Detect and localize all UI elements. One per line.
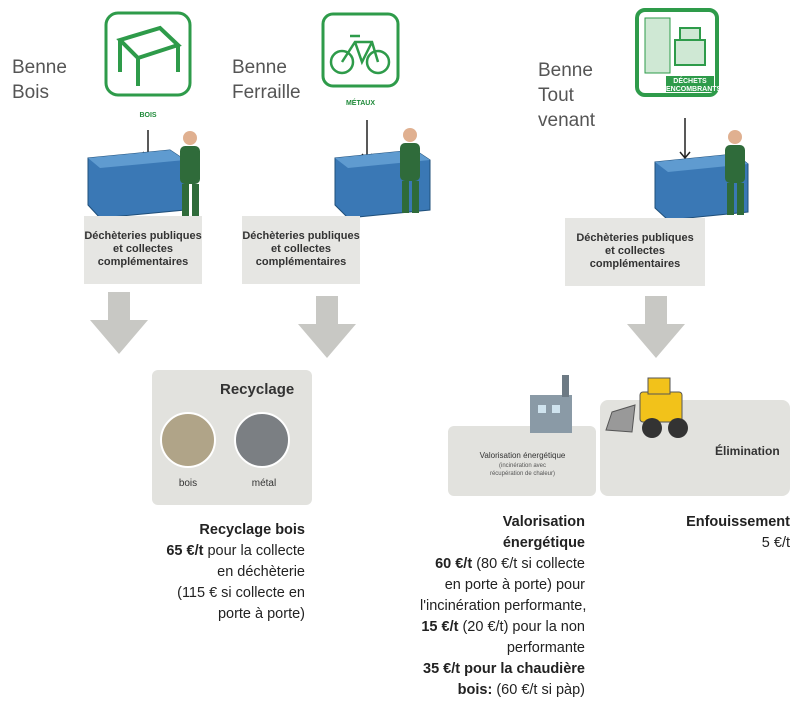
valorisation-subtitle-line: (incinération avec	[498, 463, 547, 469]
pallet	[116, 25, 182, 86]
icon-label-line: ENCOMBRANTS	[666, 86, 722, 93]
elimination-title: Élimination	[715, 444, 780, 458]
note-text: pour la collecte	[203, 543, 305, 559]
box-text-line: complémentaires	[97, 256, 189, 268]
box-text-line: et collectes	[113, 243, 173, 255]
bin-label: Benne Tout venant	[538, 58, 595, 133]
big-arrows	[90, 292, 685, 358]
bin-label-line: Benne	[538, 60, 593, 81]
bin-label-line: Benne	[232, 57, 287, 78]
box-text-line: et collectes	[271, 243, 331, 255]
box-text-line: complémentaires	[589, 258, 681, 270]
note-line: (115 € si collecte en	[100, 583, 305, 604]
note-line: énergétique	[420, 533, 585, 554]
note-line: Enfouissement	[620, 512, 790, 533]
note-line: en porte à porte) pour	[420, 575, 585, 596]
valorisation-panel	[448, 426, 596, 496]
bin-label: Benne Bois	[12, 55, 67, 105]
recyclage-panel	[152, 370, 312, 505]
note-text: en déchèterie	[217, 564, 305, 580]
note-text: (115 € si collecte en	[177, 585, 305, 601]
bin-label-line: Ferraille	[232, 82, 301, 103]
note-text: performante	[506, 640, 585, 656]
note-line: Recyclage bois	[100, 520, 305, 541]
note-text: 5 €/t	[761, 535, 790, 551]
box-text-line: Déchèteries publiques	[84, 230, 202, 242]
box-text: Déchèteries publiques et collectes complém…	[84, 230, 202, 269]
valorisation-subtitle: (incinération avec récupération de chaleu…	[450, 462, 595, 478]
note-text: bois:	[457, 682, 493, 698]
note-line: 65 €/t pour la collecte	[100, 541, 305, 562]
note-line: bois: (60 €/t si pàp)	[420, 680, 585, 701]
icon-label-line: MÉTAUX	[345, 100, 376, 107]
note-line: 60 €/t (80 €/t si collecte	[420, 554, 585, 575]
box-bg	[84, 216, 202, 284]
box-text-line: Déchèteries publiques	[576, 232, 694, 244]
note-line: 35 €/t pour la chaudière	[420, 659, 585, 680]
note-line: l'incinération performante,	[420, 596, 587, 617]
note-line: porte à porte)	[100, 604, 305, 625]
note: Valorisation énergétique 60 €/t (80 €/t si…	[420, 512, 587, 701]
note-text: 60 €/t	[435, 556, 473, 572]
valorisation-title: Valorisation énergétique	[479, 451, 566, 460]
box-bg	[565, 218, 705, 286]
bin-label: Benne Ferraille	[232, 55, 301, 105]
box-bg	[242, 216, 360, 284]
containers	[87, 149, 749, 221]
note-line: 15 €/t (20 €/t) pour la non	[420, 617, 585, 638]
bin-label-line: venant	[538, 110, 596, 131]
box-text-line: et collectes	[605, 245, 665, 257]
note-text: 65 €/t	[166, 543, 204, 559]
note-text: (60 €/t si pàp)	[492, 682, 585, 698]
note-text: l'incinération performante,	[420, 598, 587, 614]
icon-label-line: BOIS	[139, 112, 157, 119]
note-line: performante	[420, 638, 585, 659]
box-text: Déchèteries publiques et collectes complém…	[242, 230, 360, 269]
icon-label: DÉCHETS ENCOMBRANTS	[666, 78, 722, 94]
box-text: Déchèteries publiques et collectes complém…	[565, 232, 705, 271]
armchair	[674, 27, 706, 66]
note-text: Recyclage bois	[199, 522, 305, 538]
box-text-line: complémentaires	[255, 256, 347, 268]
note-text: (20 €/t) pour la non	[458, 619, 585, 635]
icon-label: MÉTAUX	[323, 100, 398, 108]
bulldozer	[605, 377, 688, 438]
metal-icon	[321, 12, 400, 88]
note-text: Enfouissement	[686, 514, 790, 530]
recyclage-item: bois	[178, 478, 198, 489]
note-text: énergétique	[502, 535, 585, 551]
recyclage-title: Recyclage	[220, 381, 295, 398]
factory	[530, 375, 572, 433]
icon-label-line: DÉCHETS	[673, 78, 707, 85]
persons	[180, 128, 745, 216]
note-text: 15 €/t	[421, 619, 459, 635]
note-line: en déchèterie	[100, 562, 305, 583]
bulky-tag	[666, 76, 714, 92]
bin-label-line: Tout	[538, 85, 574, 106]
bike	[329, 34, 391, 75]
note-text: porte à porte)	[217, 606, 305, 622]
bin-label-line: Benne	[12, 57, 67, 78]
metal-scraps	[234, 412, 290, 468]
note-text: (80 €/t si collecte	[472, 556, 585, 572]
bin-label-line: Bois	[12, 82, 49, 103]
note-text: 35 €/t pour la chaudière	[423, 661, 585, 677]
icon-label: BOIS	[106, 112, 190, 120]
recyclage-item: métal	[251, 478, 277, 489]
note-text: Valorisation	[502, 514, 585, 530]
valorisation-subtitle-line: récupération de chaleur)	[489, 471, 556, 477]
note-text: en porte à porte) pour	[444, 577, 585, 593]
note: Enfouissement 5 €/t	[620, 512, 790, 554]
wood-chips	[160, 412, 216, 468]
mattress	[644, 17, 671, 74]
note: Recyclage bois 65 €/t pour la collecte en …	[100, 520, 305, 625]
note-line: 5 €/t	[620, 533, 790, 554]
note-line: Valorisation	[420, 512, 585, 533]
box-text-line: Déchèteries publiques	[242, 230, 360, 242]
